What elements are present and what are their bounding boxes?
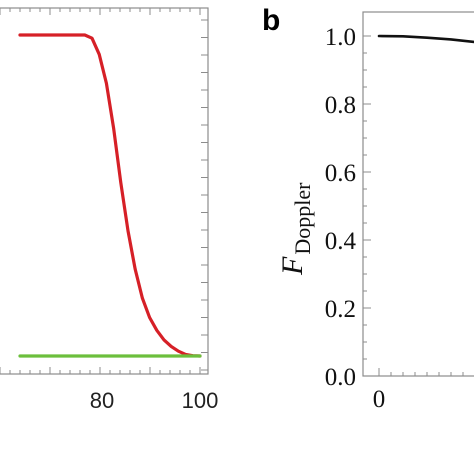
panel-b-y-tick-0.8: 0.8 — [325, 92, 356, 119]
panel-b-label: b — [262, 4, 280, 37]
panel-b-y-tick-0.6: 0.6 — [325, 160, 356, 187]
panel-b-y-tick-0.2: 0.2 — [325, 296, 356, 323]
panel-b: b 1.0 0.8 0.6 0.4 0.2 0.0 0 FDoppler — [262, 4, 474, 413]
panel-a-x-tick-100: 100 — [182, 388, 219, 413]
panel-b-y-tick-0.4: 0.4 — [325, 228, 357, 255]
panel-b-y-tick-0.0: 0.0 — [325, 364, 356, 391]
panel-b-y-label-main: F — [276, 256, 309, 276]
svg-text:FDoppler: FDoppler — [276, 182, 315, 276]
panel-b-series — [377, 34, 474, 44]
panel-b-tick-marks — [363, 35, 464, 377]
panel-b-series-black-line — [377, 34, 474, 44]
panel-b-y-axis-label: FDoppler — [276, 182, 315, 276]
panel-b-y-label-sub: Doppler — [290, 182, 315, 255]
panel-a: 80 100 — [0, 7, 219, 413]
panel-a-series — [18, 33, 202, 358]
panel-a-series-red-line — [18, 33, 202, 358]
panel-b-x-tick-0: 0 — [373, 386, 386, 413]
panel-a-tick-marks — [0, 8, 208, 374]
panel-b-y-tick-1.0: 1.0 — [325, 24, 356, 51]
panel-b-frame — [362, 11, 474, 377]
panel-a-frame — [0, 7, 209, 375]
panel-a-x-tick-80: 80 — [90, 388, 114, 413]
